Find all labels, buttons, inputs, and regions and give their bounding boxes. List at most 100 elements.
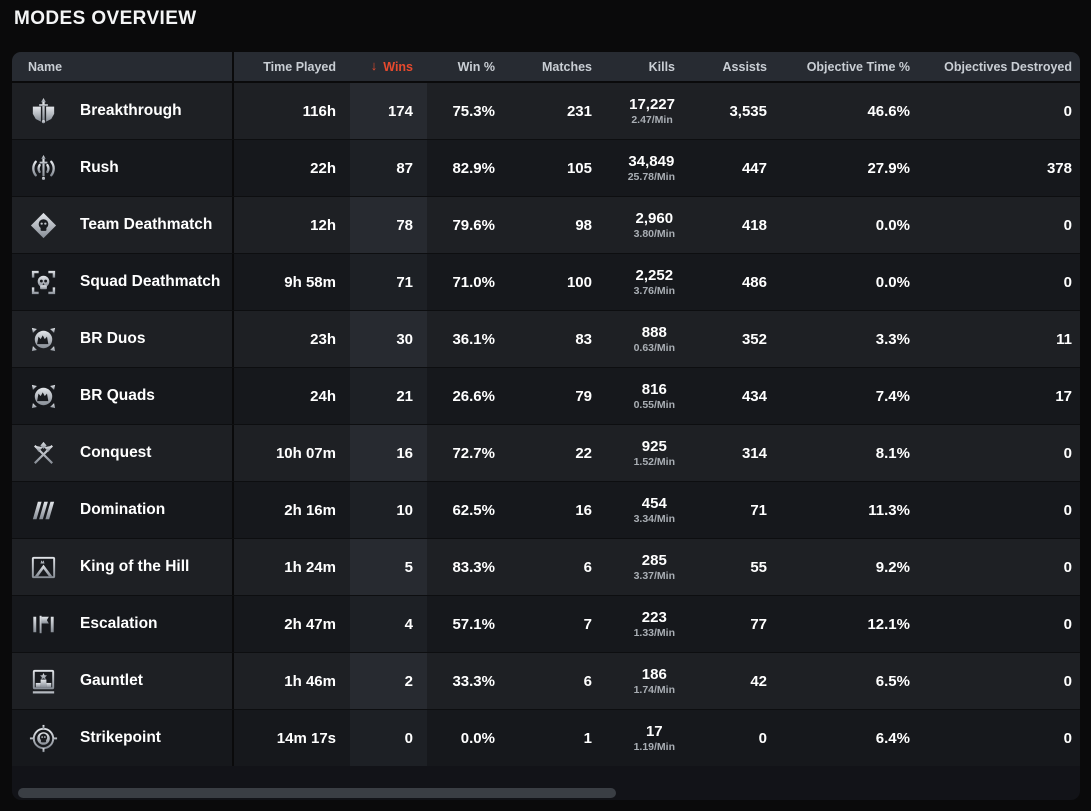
kills-per-min: 3.80/Min bbox=[633, 227, 675, 240]
objectives-destroyed-cell: 17 bbox=[1055, 387, 1072, 405]
column-divider bbox=[232, 482, 234, 538]
column-divider bbox=[232, 311, 234, 367]
kills-cell: 2,960 3.80/Min bbox=[606, 197, 689, 253]
header-cell-assists[interactable]: Assists bbox=[722, 59, 767, 74]
objective-time-cell: 12.1% bbox=[867, 615, 910, 633]
mode-name: BR Duos bbox=[80, 330, 146, 347]
win-pct-cell: 83.3% bbox=[452, 558, 495, 576]
mode-name: Gauntlet bbox=[80, 672, 143, 689]
kills-cell: 2,252 3.76/Min bbox=[606, 254, 689, 310]
objectives-destroyed-cell: 0 bbox=[1063, 216, 1072, 234]
objective-time-cell: 9.2% bbox=[875, 558, 910, 576]
wins-cell: 2 bbox=[350, 653, 427, 709]
sort-arrow-down-icon: ↓ bbox=[370, 58, 378, 73]
kills-cell: 816 0.55/Min bbox=[606, 368, 689, 424]
mode-name-cell: Domination bbox=[12, 482, 232, 538]
table-row: BR Duos 23h 30 36.1% 83 888 0.63/Min 352… bbox=[12, 311, 1080, 368]
horizontal-scrollbar-thumb[interactable] bbox=[18, 788, 616, 798]
column-divider bbox=[232, 596, 234, 652]
header-cell-wins[interactable]: ↓ Wins bbox=[350, 52, 427, 81]
wins-cell: 30 bbox=[350, 311, 427, 367]
mode-name-cell: Squad Deathmatch bbox=[12, 254, 232, 310]
kills-value: 285 bbox=[641, 551, 667, 569]
header-cell-time-played[interactable]: Time Played bbox=[263, 59, 336, 74]
kills-per-min: 0.63/Min bbox=[633, 341, 675, 354]
objective-time-cell: 8.1% bbox=[875, 444, 910, 462]
mode-name: Team Deathmatch bbox=[80, 216, 213, 233]
header-cell-objective-time[interactable]: Objective Time % bbox=[806, 59, 910, 74]
time-played-cell: 12h bbox=[310, 216, 336, 234]
time-played-cell: 1h 24m bbox=[284, 558, 336, 576]
mode-name: Squad Deathmatch bbox=[80, 273, 221, 290]
assists-cell: 352 bbox=[741, 330, 767, 348]
time-played-cell: 1h 46m bbox=[284, 672, 336, 690]
wins-cell: 0 bbox=[350, 710, 427, 766]
win-pct-cell: 79.6% bbox=[452, 216, 495, 234]
objectives-destroyed-cell: 0 bbox=[1063, 558, 1072, 576]
kills-per-min: 0.55/Min bbox=[633, 398, 675, 411]
column-divider bbox=[232, 52, 234, 81]
kills-value: 888 bbox=[641, 323, 667, 341]
header-cell-objectives-destroyed[interactable]: Objectives Destroyed bbox=[944, 59, 1072, 74]
matches-cell: 100 bbox=[566, 273, 592, 291]
kills-per-min: 3.34/Min bbox=[633, 512, 675, 525]
kills-value: 2,960 bbox=[635, 209, 674, 227]
win-pct-cell: 33.3% bbox=[452, 672, 495, 690]
header-cell-matches[interactable]: Matches bbox=[541, 59, 592, 74]
objectives-destroyed-cell: 378 bbox=[1046, 159, 1072, 177]
kills-cell: 285 3.37/Min bbox=[606, 539, 689, 595]
win-pct-cell: 0.0% bbox=[460, 729, 495, 747]
assists-cell: 55 bbox=[750, 558, 767, 576]
time-played-cell: 22h bbox=[310, 159, 336, 177]
objective-time-cell: 0.0% bbox=[875, 273, 910, 291]
column-divider bbox=[232, 140, 234, 196]
objectives-destroyed-cell: 0 bbox=[1063, 615, 1072, 633]
time-played-cell: 24h bbox=[310, 387, 336, 405]
win-pct-cell: 36.1% bbox=[452, 330, 495, 348]
column-divider bbox=[232, 710, 234, 766]
win-pct-cell: 62.5% bbox=[452, 501, 495, 519]
matches-cell: 79 bbox=[575, 387, 592, 405]
kills-per-min: 1.33/Min bbox=[633, 626, 675, 639]
kills-value: 454 bbox=[641, 494, 667, 512]
assists-cell: 486 bbox=[741, 273, 767, 291]
table-row: King of the Hill 1h 24m 5 83.3% 6 285 3.… bbox=[12, 539, 1080, 596]
matches-cell: 105 bbox=[566, 159, 592, 177]
column-divider bbox=[232, 254, 234, 310]
wins-cell: 4 bbox=[350, 596, 427, 652]
time-played-cell: 14m 17s bbox=[276, 729, 336, 747]
kills-cell: 17 1.19/Min bbox=[606, 710, 689, 766]
wins-cell: 21 bbox=[350, 368, 427, 424]
win-pct-cell: 72.7% bbox=[452, 444, 495, 462]
column-divider bbox=[232, 653, 234, 709]
column-divider bbox=[232, 83, 234, 139]
time-played-cell: 23h bbox=[310, 330, 336, 348]
crossed-flags-icon bbox=[28, 438, 59, 469]
objectives-destroyed-cell: 11 bbox=[1056, 330, 1072, 348]
kills-value: 223 bbox=[641, 608, 667, 626]
mode-name: Domination bbox=[80, 501, 166, 518]
wins-cell: 10 bbox=[350, 482, 427, 538]
time-played-cell: 2h 47m bbox=[284, 615, 336, 633]
kills-per-min: 1.19/Min bbox=[633, 740, 675, 753]
objective-time-cell: 27.9% bbox=[867, 159, 910, 177]
header-cell-win-pct[interactable]: Win % bbox=[457, 59, 495, 74]
mode-name-cell: Team Deathmatch bbox=[12, 197, 232, 253]
kills-per-min: 3.37/Min bbox=[633, 569, 675, 582]
objective-time-cell: 3.3% bbox=[875, 330, 910, 348]
slanted-flags-icon bbox=[28, 495, 59, 526]
kills-cell: 186 1.74/Min bbox=[606, 653, 689, 709]
kills-value: 816 bbox=[641, 380, 667, 398]
column-divider bbox=[232, 197, 234, 253]
kills-value: 925 bbox=[641, 437, 667, 455]
matches-cell: 22 bbox=[575, 444, 592, 462]
objectives-destroyed-cell: 0 bbox=[1063, 729, 1072, 747]
kills-value: 2,252 bbox=[635, 266, 674, 284]
kills-per-min: 3.76/Min bbox=[633, 284, 675, 297]
header-cell-kills[interactable]: Kills bbox=[648, 59, 675, 74]
header-cell-name[interactable]: Name bbox=[28, 59, 63, 74]
podium-star-icon bbox=[28, 666, 59, 697]
table-row: Strikepoint 14m 17s 0 0.0% 1 17 1.19/Min… bbox=[12, 710, 1080, 766]
mode-name-cell: BR Duos bbox=[12, 311, 232, 367]
time-played-cell: 10h 07m bbox=[275, 444, 336, 462]
